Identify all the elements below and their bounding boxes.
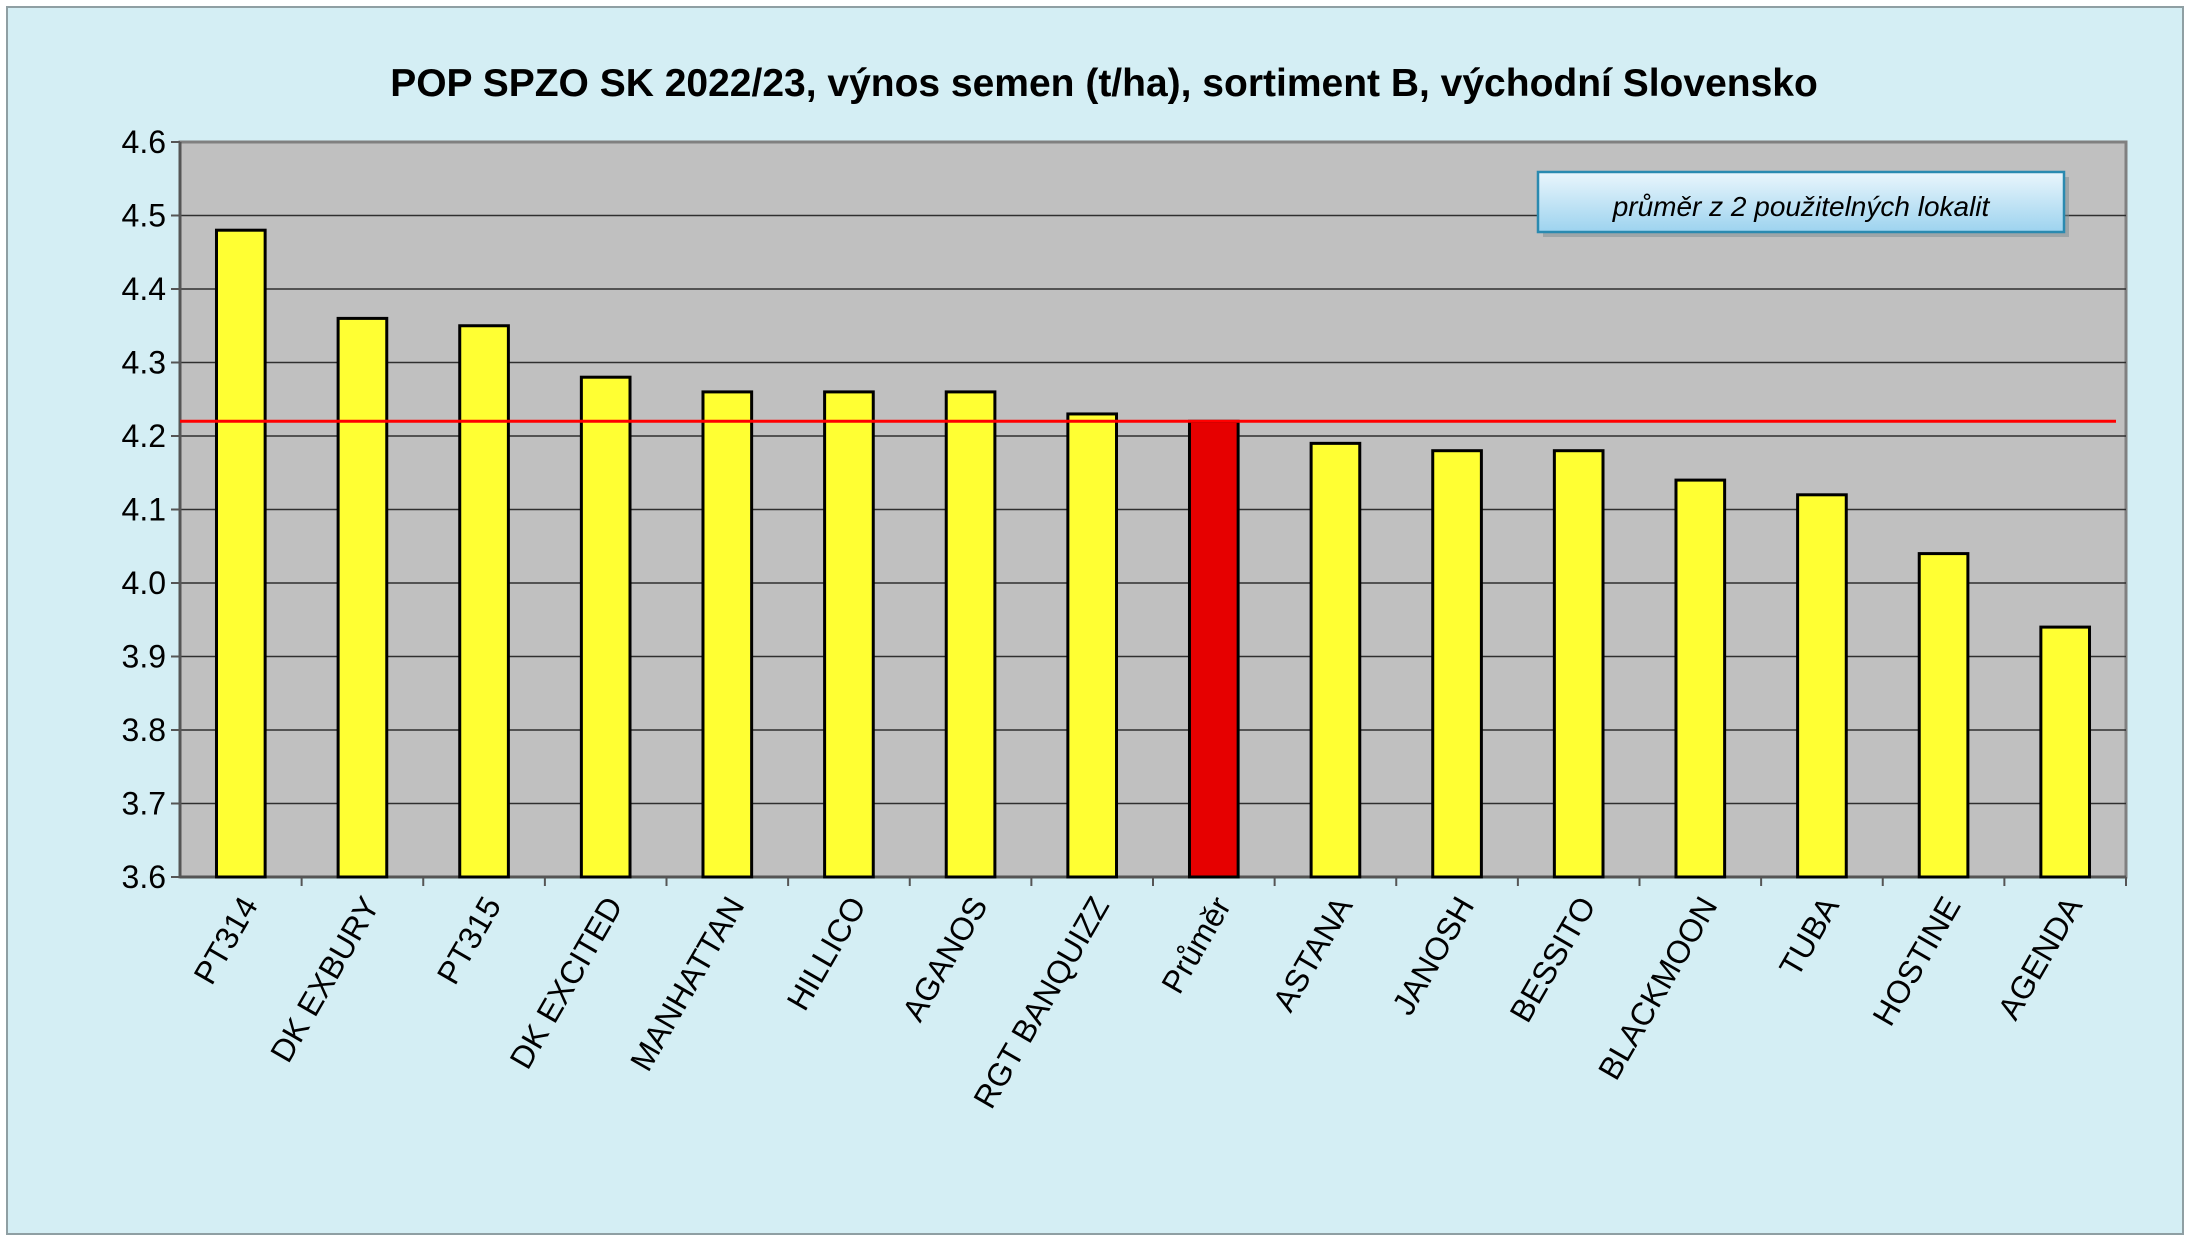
y-tick-label: 4.3: [122, 345, 166, 381]
y-tick-label: 3.7: [122, 786, 166, 822]
chart-title: POP SPZO SK 2022/23, výnos semen (t/ha),…: [390, 62, 1818, 105]
category-label: HOSTINE: [1865, 891, 1967, 1032]
bar: [823, 390, 875, 879]
y-tick-label: 4.2: [122, 418, 166, 454]
category-label: AGENDA: [1991, 890, 2090, 1026]
category-label: PT315: [430, 891, 508, 991]
category-label: DK EXBURY: [263, 891, 386, 1069]
category-label: AGANOS: [895, 891, 995, 1028]
y-tick-label: 4.0: [122, 565, 166, 601]
y-tick-label: 4.5: [122, 198, 166, 234]
category-label: RGT BANQUIZZ: [966, 891, 1116, 1115]
bar: [579, 375, 632, 879]
bar: [1309, 441, 1362, 879]
bar: [214, 228, 267, 879]
annotation-text: průměr z 2 použitelných lokalit: [1612, 191, 1991, 222]
annotation-box: průměr z 2 použitelných lokalit: [1536, 170, 2069, 237]
category-label: DK EXCITED: [503, 891, 630, 1075]
bar: [701, 390, 754, 879]
category-label: TUBA: [1772, 890, 1846, 982]
bar: [1917, 552, 1970, 879]
bar: [1796, 493, 1848, 879]
bar: [944, 390, 997, 879]
bar: [336, 316, 389, 879]
y-tick-label: 4.6: [122, 124, 166, 160]
y-tick-label: 4.1: [122, 492, 166, 528]
category-label: BLACKMOON: [1591, 891, 1724, 1086]
bar: [1187, 419, 1240, 879]
category-label: HILLICO: [780, 891, 873, 1017]
category-label: JANOSH: [1385, 891, 1481, 1021]
category-label: MANHATTAN: [623, 891, 751, 1077]
bar: [2039, 625, 2092, 879]
y-tick-label: 3.8: [122, 712, 166, 748]
category-label: ASTANA: [1265, 890, 1359, 1017]
bar: [458, 324, 510, 879]
y-tick-label: 3.6: [122, 859, 166, 895]
bar: [1431, 449, 1483, 879]
category-label: Průměr: [1154, 890, 1238, 999]
y-tick-label: 3.9: [122, 639, 166, 675]
bar: [1066, 412, 1119, 879]
category-label: PT314: [187, 891, 265, 991]
category-label: BESSITO: [1503, 891, 1603, 1029]
bar: [1674, 478, 1727, 879]
bar: [1552, 449, 1605, 879]
y-tick-label: 4.4: [122, 271, 166, 307]
